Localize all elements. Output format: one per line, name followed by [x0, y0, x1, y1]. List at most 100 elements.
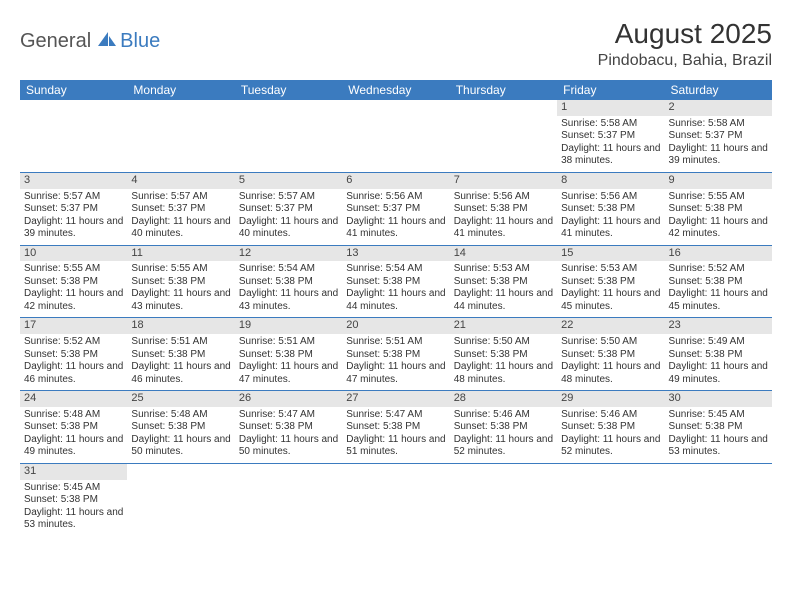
sunrise-text: Sunrise: 5:48 AM — [24, 409, 123, 422]
calendar-week-row: 17Sunrise: 5:52 AMSunset: 5:38 PMDayligh… — [20, 318, 772, 391]
calendar-day-cell: 6Sunrise: 5:56 AMSunset: 5:37 PMDaylight… — [342, 172, 449, 245]
day-number: 4 — [127, 173, 234, 189]
calendar-day-cell: 17Sunrise: 5:52 AMSunset: 5:38 PMDayligh… — [20, 318, 127, 391]
calendar-day-cell: 28Sunrise: 5:46 AMSunset: 5:38 PMDayligh… — [450, 391, 557, 464]
daylight-text: Daylight: 11 hours and 41 minutes. — [346, 216, 445, 241]
calendar-day-cell: 15Sunrise: 5:53 AMSunset: 5:38 PMDayligh… — [557, 245, 664, 318]
daylight-text: Daylight: 11 hours and 49 minutes. — [669, 361, 768, 386]
sunset-text: Sunset: 5:38 PM — [131, 349, 230, 362]
calendar-day-cell: 25Sunrise: 5:48 AMSunset: 5:38 PMDayligh… — [127, 391, 234, 464]
sunrise-text: Sunrise: 5:58 AM — [561, 118, 660, 131]
calendar-week-row: 24Sunrise: 5:48 AMSunset: 5:38 PMDayligh… — [20, 391, 772, 464]
sunrise-text: Sunrise: 5:58 AM — [669, 118, 768, 131]
sunset-text: Sunset: 5:38 PM — [131, 276, 230, 289]
sunset-text: Sunset: 5:38 PM — [669, 421, 768, 434]
calendar-body: 1Sunrise: 5:58 AMSunset: 5:37 PMDaylight… — [20, 100, 772, 536]
location-text: Pindobacu, Bahia, Brazil — [598, 52, 772, 70]
calendar-day-cell — [450, 100, 557, 172]
day-number: 30 — [665, 391, 772, 407]
page-title: August 2025 — [598, 18, 772, 50]
calendar-day-cell — [665, 463, 772, 535]
calendar-day-cell: 9Sunrise: 5:55 AMSunset: 5:38 PMDaylight… — [665, 172, 772, 245]
day-number: 28 — [450, 391, 557, 407]
calendar-day-cell: 13Sunrise: 5:54 AMSunset: 5:38 PMDayligh… — [342, 245, 449, 318]
sunset-text: Sunset: 5:38 PM — [24, 349, 123, 362]
calendar-day-cell — [235, 463, 342, 535]
calendar-day-cell: 14Sunrise: 5:53 AMSunset: 5:38 PMDayligh… — [450, 245, 557, 318]
daylight-text: Daylight: 11 hours and 41 minutes. — [454, 216, 553, 241]
calendar-week-row: 3Sunrise: 5:57 AMSunset: 5:37 PMDaylight… — [20, 172, 772, 245]
daylight-text: Daylight: 11 hours and 46 minutes. — [131, 361, 230, 386]
day-number: 14 — [450, 246, 557, 262]
day-number: 27 — [342, 391, 449, 407]
daylight-text: Daylight: 11 hours and 42 minutes. — [24, 288, 123, 313]
daylight-text: Daylight: 11 hours and 48 minutes. — [454, 361, 553, 386]
sunrise-text: Sunrise: 5:51 AM — [346, 336, 445, 349]
weekday-saturday: Saturday — [665, 80, 772, 100]
day-number: 10 — [20, 246, 127, 262]
day-number: 22 — [557, 318, 664, 334]
logo-text-general: General — [20, 30, 91, 53]
weekday-sunday: Sunday — [20, 80, 127, 100]
weekday-wednesday: Wednesday — [342, 80, 449, 100]
daylight-text: Daylight: 11 hours and 45 minutes. — [561, 288, 660, 313]
sunrise-text: Sunrise: 5:57 AM — [131, 191, 230, 204]
daylight-text: Daylight: 11 hours and 52 minutes. — [454, 434, 553, 459]
sunset-text: Sunset: 5:38 PM — [346, 421, 445, 434]
day-number: 6 — [342, 173, 449, 189]
calendar-day-cell: 12Sunrise: 5:54 AMSunset: 5:38 PMDayligh… — [235, 245, 342, 318]
calendar-day-cell: 7Sunrise: 5:56 AMSunset: 5:38 PMDaylight… — [450, 172, 557, 245]
sunrise-text: Sunrise: 5:52 AM — [24, 336, 123, 349]
daylight-text: Daylight: 11 hours and 45 minutes. — [669, 288, 768, 313]
calendar-day-cell: 5Sunrise: 5:57 AMSunset: 5:37 PMDaylight… — [235, 172, 342, 245]
logo-text-blue: Blue — [120, 30, 160, 53]
sunset-text: Sunset: 5:38 PM — [24, 421, 123, 434]
daylight-text: Daylight: 11 hours and 46 minutes. — [24, 361, 123, 386]
day-number: 8 — [557, 173, 664, 189]
calendar-day-cell: 24Sunrise: 5:48 AMSunset: 5:38 PMDayligh… — [20, 391, 127, 464]
calendar-day-cell: 31Sunrise: 5:45 AMSunset: 5:38 PMDayligh… — [20, 463, 127, 535]
sunrise-text: Sunrise: 5:57 AM — [239, 191, 338, 204]
sunrise-text: Sunrise: 5:56 AM — [561, 191, 660, 204]
calendar-day-cell: 20Sunrise: 5:51 AMSunset: 5:38 PMDayligh… — [342, 318, 449, 391]
day-number: 7 — [450, 173, 557, 189]
day-number: 5 — [235, 173, 342, 189]
sunset-text: Sunset: 5:38 PM — [454, 203, 553, 216]
calendar-day-cell — [557, 463, 664, 535]
sunrise-text: Sunrise: 5:50 AM — [454, 336, 553, 349]
day-number: 23 — [665, 318, 772, 334]
daylight-text: Daylight: 11 hours and 40 minutes. — [131, 216, 230, 241]
weekday-header-row: Sunday Monday Tuesday Wednesday Thursday… — [20, 80, 772, 100]
calendar-week-row: 31Sunrise: 5:45 AMSunset: 5:38 PMDayligh… — [20, 463, 772, 535]
daylight-text: Daylight: 11 hours and 51 minutes. — [346, 434, 445, 459]
sunset-text: Sunset: 5:38 PM — [239, 421, 338, 434]
daylight-text: Daylight: 11 hours and 44 minutes. — [454, 288, 553, 313]
daylight-text: Daylight: 11 hours and 38 minutes. — [561, 143, 660, 168]
sunrise-text: Sunrise: 5:47 AM — [239, 409, 338, 422]
daylight-text: Daylight: 11 hours and 47 minutes. — [346, 361, 445, 386]
sunset-text: Sunset: 5:38 PM — [239, 276, 338, 289]
daylight-text: Daylight: 11 hours and 48 minutes. — [561, 361, 660, 386]
calendar-table: Sunday Monday Tuesday Wednesday Thursday… — [20, 80, 772, 536]
day-number: 31 — [20, 464, 127, 480]
sunrise-text: Sunrise: 5:53 AM — [454, 263, 553, 276]
calendar-day-cell: 3Sunrise: 5:57 AMSunset: 5:37 PMDaylight… — [20, 172, 127, 245]
weekday-tuesday: Tuesday — [235, 80, 342, 100]
sunset-text: Sunset: 5:37 PM — [561, 130, 660, 143]
calendar-day-cell: 26Sunrise: 5:47 AMSunset: 5:38 PMDayligh… — [235, 391, 342, 464]
calendar-day-cell — [342, 463, 449, 535]
calendar-day-cell: 16Sunrise: 5:52 AMSunset: 5:38 PMDayligh… — [665, 245, 772, 318]
weekday-friday: Friday — [557, 80, 664, 100]
sunset-text: Sunset: 5:38 PM — [561, 349, 660, 362]
calendar-day-cell — [127, 463, 234, 535]
sunrise-text: Sunrise: 5:48 AM — [131, 409, 230, 422]
sunrise-text: Sunrise: 5:55 AM — [669, 191, 768, 204]
calendar-day-cell: 1Sunrise: 5:58 AMSunset: 5:37 PMDaylight… — [557, 100, 664, 172]
daylight-text: Daylight: 11 hours and 47 minutes. — [239, 361, 338, 386]
day-number: 12 — [235, 246, 342, 262]
sunrise-text: Sunrise: 5:51 AM — [131, 336, 230, 349]
sunset-text: Sunset: 5:38 PM — [346, 276, 445, 289]
calendar-day-cell: 22Sunrise: 5:50 AMSunset: 5:38 PMDayligh… — [557, 318, 664, 391]
daylight-text: Daylight: 11 hours and 50 minutes. — [239, 434, 338, 459]
sail-icon — [96, 30, 118, 53]
